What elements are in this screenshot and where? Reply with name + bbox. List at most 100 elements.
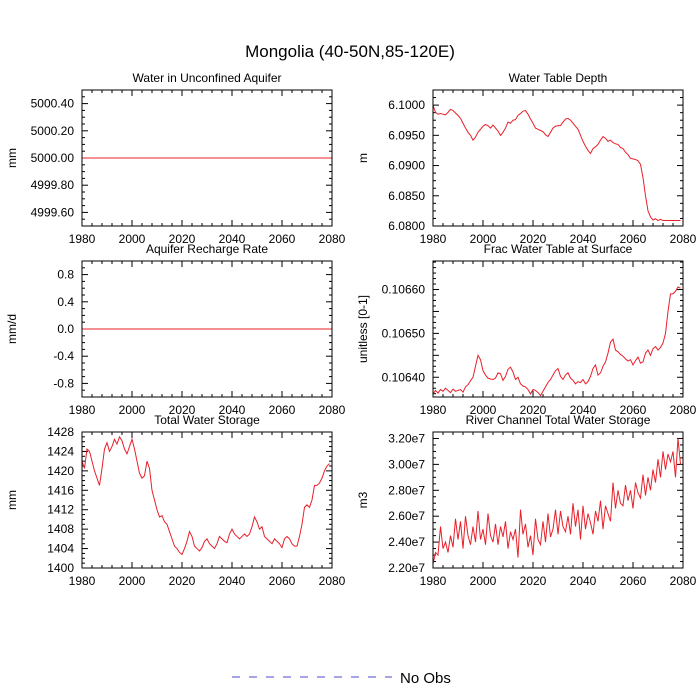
y-tick-label: 3.00e7 [388, 457, 425, 471]
y-tick-label: 0.0 [57, 322, 74, 336]
y-tick-label: 6.0850 [388, 189, 425, 203]
y-tick-label: 1408 [47, 522, 74, 536]
x-tick-label: 2080 [670, 403, 697, 417]
x-tick-label: 2000 [119, 574, 146, 588]
x-tick-label: 2080 [319, 574, 346, 588]
series-line [432, 104, 681, 222]
x-tick-label: 2060 [269, 403, 296, 417]
y-tick-label: -0.8 [53, 376, 74, 390]
plot-frame [432, 260, 684, 398]
plot-frame [81, 89, 333, 227]
x-tick-label: 2060 [269, 232, 296, 246]
y-tick-label: 1416 [47, 483, 74, 497]
x-tick-label: 2080 [670, 574, 697, 588]
x-tick-label: 2040 [570, 232, 597, 246]
x-tick-label: 2060 [620, 403, 647, 417]
legend-no-obs-label: No Obs [400, 670, 451, 687]
y-tick-label: 6.0950 [388, 128, 425, 142]
x-tick-label: 1980 [420, 574, 447, 588]
y-tick-label: 4999.60 [31, 205, 75, 219]
y-tick-label: 1424 [47, 444, 74, 458]
series-line [432, 438, 681, 565]
x-tick-label: 2040 [219, 232, 246, 246]
x-tick-label: 2040 [570, 574, 597, 588]
x-tick-label: 2020 [169, 403, 196, 417]
plot-frame [81, 431, 333, 569]
chart-panel-3: Aquifer Recharge Rate mm/d 1980 2000 2020 204… [5, 242, 346, 417]
chart-panel-2: Water Table Depth m 1980 2000 2020 2040 2060 20… [356, 71, 697, 246]
x-tick-label: 2040 [219, 574, 246, 588]
x-tick-label: 2040 [219, 403, 246, 417]
x-tick-label: 2060 [269, 574, 296, 588]
x-tick-label: 2000 [470, 232, 497, 246]
y-tick-label: -0.4 [53, 349, 74, 363]
x-tick-label: 2080 [319, 403, 346, 417]
y-tick-label: 6.0900 [388, 159, 425, 173]
x-tick-label: 1980 [69, 403, 96, 417]
panel-ylabel: m3 [356, 491, 370, 508]
panel-ylabel: mm/d [5, 314, 19, 344]
y-tick-label: 0.10640 [382, 370, 426, 384]
x-tick-label: 2000 [470, 403, 497, 417]
series-line [81, 435, 330, 556]
x-tick-label: 2020 [520, 403, 547, 417]
y-tick-label: 0.10660 [382, 283, 426, 297]
y-tick-label: 0.8 [57, 268, 74, 282]
panel-title: Water Table Depth [509, 71, 608, 85]
x-tick-label: 2000 [119, 403, 146, 417]
chart-panel-4: Frac Water Table at Surface unitless [0-1… [356, 242, 697, 417]
y-tick-label: 2.80e7 [388, 483, 425, 497]
x-tick-label: 2060 [620, 574, 647, 588]
panel-title: Water in Unconfined Aquifer [133, 71, 282, 85]
x-tick-label: 1980 [420, 232, 447, 246]
y-tick-label: 5000.00 [31, 151, 75, 165]
y-tick-label: 3.20e7 [388, 431, 425, 445]
y-tick-label: 6.0800 [388, 219, 425, 233]
x-tick-label: 2040 [570, 403, 597, 417]
panel-ylabel: mm [5, 148, 19, 168]
x-tick-label: 2000 [119, 232, 146, 246]
y-tick-label: 1400 [47, 561, 74, 575]
x-tick-label: 2020 [169, 232, 196, 246]
y-tick-label: 1404 [47, 542, 74, 556]
chart-panel-5: Total Water Storage mm 1980 2000 2020 2040 206… [5, 413, 346, 588]
panel-title: River Channel Total Water Storage [466, 413, 651, 427]
y-tick-label: 2.60e7 [388, 509, 425, 523]
y-tick-label: 5000.20 [31, 124, 75, 138]
panel-title: Aquifer Recharge Rate [146, 242, 268, 256]
x-tick-label: 2020 [169, 574, 196, 588]
x-tick-label: 2000 [470, 574, 497, 588]
x-tick-label: 2020 [520, 232, 547, 246]
y-tick-label: 1412 [47, 503, 74, 517]
y-tick-label: 1420 [47, 464, 74, 478]
figure-title: Mongolia (40-50N,85-120E) [245, 42, 455, 61]
x-tick-label: 2060 [620, 232, 647, 246]
plot-frame [432, 89, 684, 227]
y-tick-label: 2.20e7 [388, 561, 425, 575]
panel-title: Total Water Storage [154, 413, 260, 427]
plot-frame [81, 260, 333, 398]
x-tick-label: 1980 [420, 403, 447, 417]
panel-ylabel: unitless [0-1] [356, 295, 370, 363]
y-tick-label: 0.4 [57, 295, 74, 309]
x-tick-label: 2080 [670, 232, 697, 246]
x-tick-label: 2080 [319, 232, 346, 246]
y-tick-label: 6.1000 [388, 98, 425, 112]
panel-ylabel: m [356, 153, 370, 163]
series-line [432, 286, 681, 397]
x-tick-label: 2020 [520, 574, 547, 588]
y-tick-label: 1428 [47, 425, 74, 439]
x-tick-label: 1980 [69, 232, 96, 246]
y-tick-label: 5000.40 [31, 97, 75, 111]
y-tick-label: 0.10650 [382, 326, 426, 340]
panel-title: Frac Water Table at Surface [484, 242, 633, 256]
chart-panel-1: Water in Unconfined Aquifer mm 1980 2000 202… [5, 71, 346, 246]
legend: No Obs presc_sm [232, 670, 465, 700]
x-tick-label: 1980 [69, 574, 96, 588]
panel-ylabel: mm [5, 490, 19, 510]
plot-frame [432, 431, 684, 569]
y-tick-label: 4999.80 [31, 178, 75, 192]
y-tick-label: 2.40e7 [388, 535, 425, 549]
